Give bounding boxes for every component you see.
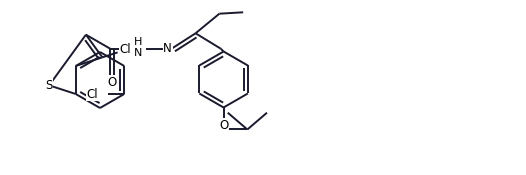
Text: S: S [45,79,53,92]
Text: N: N [163,42,172,55]
Text: Cl: Cl [120,43,132,56]
Text: O: O [219,119,228,132]
Text: O: O [107,76,117,89]
Text: H
N: H N [134,37,143,58]
Text: Cl: Cl [87,88,98,100]
